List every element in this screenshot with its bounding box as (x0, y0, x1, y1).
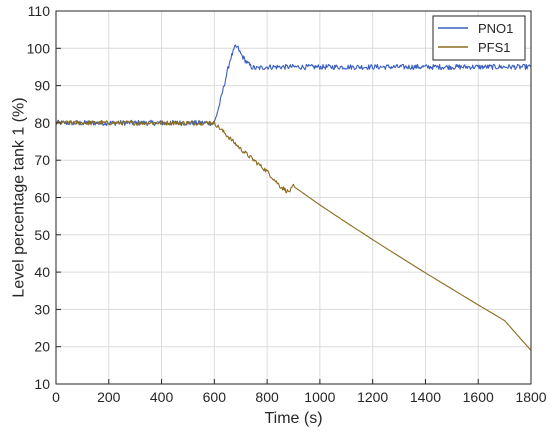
legend: PNO1 PFS1 (432, 15, 526, 61)
y-axis-label: Level percentage tank 1 (%) (11, 97, 28, 297)
x-tick-label: 800 (255, 389, 279, 405)
x-tick-label: 1000 (304, 389, 335, 405)
x-tick-label: 1600 (463, 389, 494, 405)
x-axis-label: Time (s) (264, 410, 322, 427)
series-line-pno1 (55, 44, 532, 127)
y-tick-label: 40 (34, 264, 50, 280)
x-tick-label: 1400 (410, 389, 441, 405)
series-line-pfs1 (55, 120, 532, 351)
x-tick-label: 600 (203, 389, 227, 405)
y-tick-label: 90 (34, 78, 50, 94)
x-tick-label: 1200 (357, 389, 388, 405)
y-tick-label: 10 (34, 376, 50, 392)
y-tick-label: 80 (34, 115, 50, 131)
legend-box (432, 15, 526, 61)
y-tick-label: 50 (34, 227, 50, 243)
series-layer (55, 44, 532, 351)
y-tick-label: 20 (34, 339, 50, 355)
legend-label-pno1: PNO1 (478, 21, 513, 36)
x-tick-label: 0 (52, 389, 60, 405)
x-tick-label: 200 (97, 389, 121, 405)
x-tick-label: 1800 (515, 389, 546, 405)
legend-label-pfs1: PFS1 (478, 40, 511, 55)
y-tick-label: 110 (28, 3, 51, 19)
x-tick-label: 400 (150, 389, 174, 405)
y-tick-label: 60 (34, 190, 50, 206)
y-tick-label: 100 (27, 40, 51, 56)
y-tick-label: 70 (34, 152, 50, 168)
ticks: 0 200 400 600 800 1000 1200 1400 1600 1800 10 20 30 4… (27, 3, 547, 405)
y-tick-label: 30 (34, 301, 50, 317)
